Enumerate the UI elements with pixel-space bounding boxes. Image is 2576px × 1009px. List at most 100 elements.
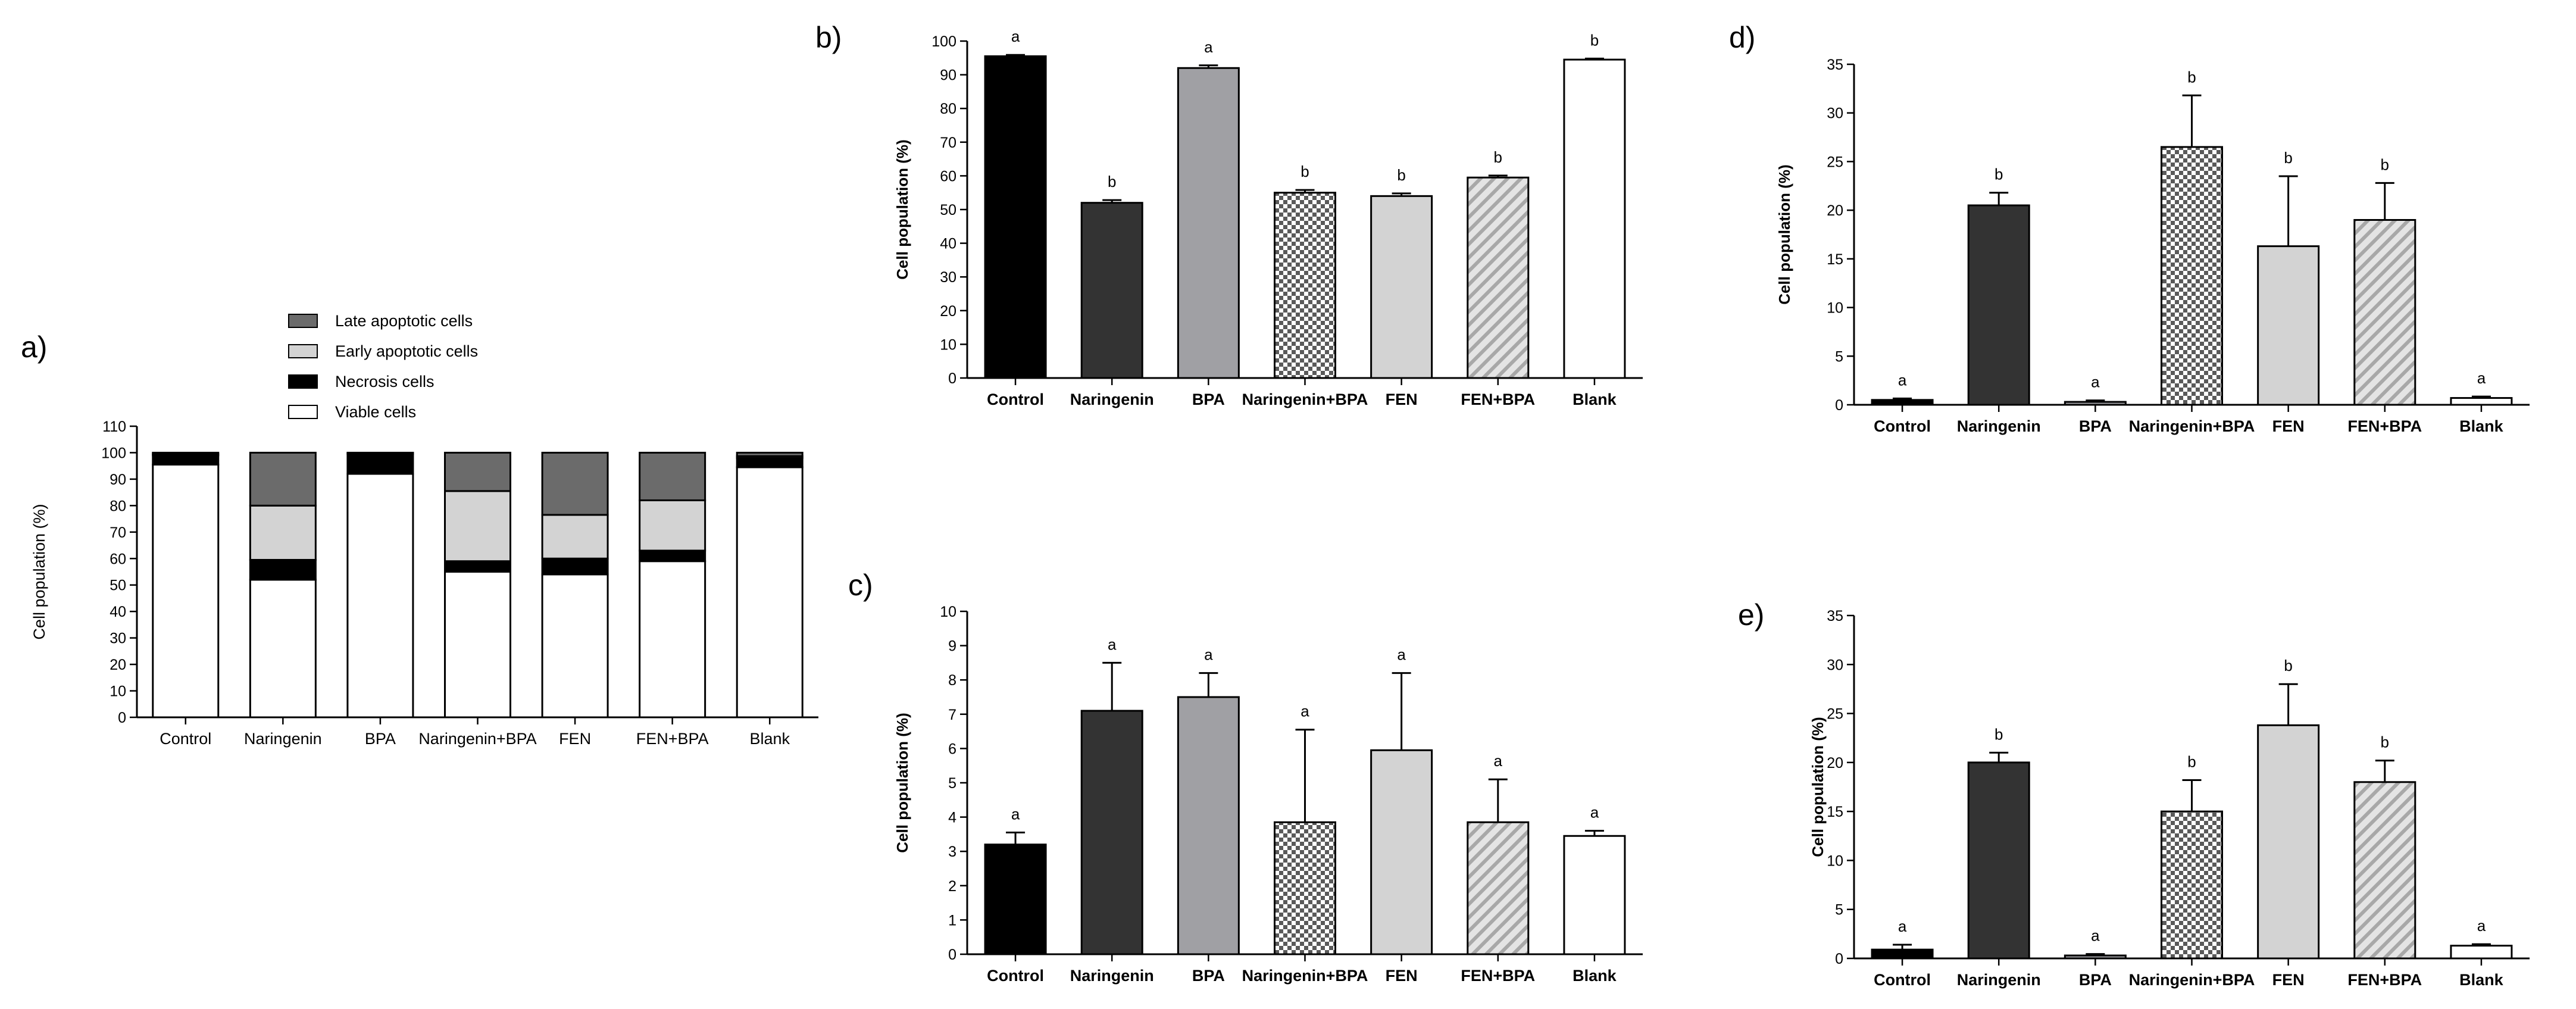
x-tick-label: Naringenin xyxy=(1070,391,1154,408)
y-tick-label: 0 xyxy=(1835,397,1843,414)
bar xyxy=(2257,724,2320,960)
significance-label: b xyxy=(1494,148,1502,166)
panel-label: d) xyxy=(1729,21,1755,54)
bar xyxy=(2161,810,2223,960)
x-tick-label: Naringenin+BPA xyxy=(2129,971,2255,989)
y-axis-label: Cell population (%) xyxy=(30,504,48,639)
significance-label: a xyxy=(1108,635,1117,653)
y-tick-label: 50 xyxy=(940,202,956,218)
x-tick-label: FEN+BPA xyxy=(636,730,709,748)
x-tick-label: FEN xyxy=(559,730,591,748)
y-tick-label: 0 xyxy=(948,946,956,963)
y-tick-label: 7 xyxy=(948,707,956,723)
x-tick-label: Naringenin+BPA xyxy=(1242,391,1368,408)
x-tick-label: FEN xyxy=(2272,417,2305,435)
y-tick-label: 35 xyxy=(1827,608,1843,624)
y-tick-label: 0 xyxy=(1835,951,1843,967)
bar-segment xyxy=(541,451,609,516)
panel-label: c) xyxy=(848,568,873,602)
bar-segment xyxy=(444,451,511,492)
bar xyxy=(1563,835,1626,955)
x-tick-label: Naringenin xyxy=(244,730,322,748)
significance-label: b xyxy=(1994,165,2003,183)
significance-label: b xyxy=(1397,166,1405,184)
y-tick-label: 5 xyxy=(1835,902,1843,919)
panel-c: c) 0 1 2 3 4 5 6 7 8 9 10 Cell population (%) a a a a a a a… xyxy=(848,568,1643,985)
x-tick-label: Control xyxy=(987,391,1044,408)
significance-label: b xyxy=(1590,31,1599,49)
bar-segment xyxy=(639,499,706,552)
significance-label: b xyxy=(2284,657,2292,674)
bar-segment xyxy=(444,571,511,719)
y-tick-label: 90 xyxy=(940,67,956,84)
y-tick-label: 40 xyxy=(110,604,126,620)
significance-label: a xyxy=(1898,371,1907,389)
y-tick-label: 30 xyxy=(1827,105,1843,122)
bar-segment xyxy=(346,453,414,475)
significance-label: b xyxy=(1108,173,1116,190)
significance-label: a xyxy=(2091,373,2100,391)
significance-label: a xyxy=(2477,369,2486,387)
significance-label: b xyxy=(1994,725,2003,743)
y-tick-label: 100 xyxy=(101,445,126,461)
bar xyxy=(984,55,1047,379)
y-tick-label: 30 xyxy=(110,630,126,647)
bar xyxy=(1967,204,2030,406)
y-tick-label: 90 xyxy=(110,471,126,488)
y-tick-label: 60 xyxy=(110,551,126,567)
bar xyxy=(1467,821,1530,955)
y-tick-label: 35 xyxy=(1827,57,1843,73)
bar xyxy=(2353,218,2416,406)
bar-segment xyxy=(152,451,220,455)
bar-segment xyxy=(736,466,804,719)
x-tick-label: FEN+BPA xyxy=(1461,391,1535,408)
bar-segment xyxy=(249,579,317,719)
bar xyxy=(1177,67,1240,379)
x-tick-label: Control xyxy=(987,967,1044,985)
y-axis-label: Cell population (%) xyxy=(893,713,911,852)
bar-segment xyxy=(152,463,220,719)
y-tick-label: 15 xyxy=(1827,251,1843,268)
significance-label: b xyxy=(2284,149,2292,167)
y-tick-label: 1 xyxy=(948,912,956,929)
y-axis-label: Cell population (%) xyxy=(1775,164,1793,304)
y-tick-label: 6 xyxy=(948,741,956,757)
bar-segment xyxy=(736,451,804,457)
y-tick-label: 40 xyxy=(940,236,956,252)
x-tick-label: BPA xyxy=(1192,391,1225,408)
y-tick-label: 9 xyxy=(948,638,956,655)
legend-label: Viable cells xyxy=(335,403,416,421)
y-tick-label: 10 xyxy=(1827,852,1843,869)
y-tick-label: 5 xyxy=(1835,348,1843,365)
panel-label: b) xyxy=(815,21,842,54)
y-tick-label: 70 xyxy=(110,524,126,541)
x-tick-label: FEN+BPA xyxy=(2347,971,2422,989)
x-tick-label: FEN xyxy=(1386,967,1418,985)
significance-label: a xyxy=(1898,917,1907,935)
bar xyxy=(2450,945,2513,960)
bar xyxy=(1080,710,1143,955)
significance-label: a xyxy=(1494,752,1503,770)
panel-a: a) 0 10 20 30 40 50 60 70 80 90 100 110 Cell populati… xyxy=(21,312,818,748)
x-tick-label: Naringenin xyxy=(1957,971,2041,989)
bar-segment xyxy=(736,457,804,468)
y-tick-label: 10 xyxy=(110,683,126,700)
significance-label: a xyxy=(1011,27,1020,45)
y-tick-label: 100 xyxy=(931,33,956,50)
bar xyxy=(984,844,1047,955)
bar-segment xyxy=(249,558,317,581)
bar xyxy=(2257,245,2320,406)
bar-segment xyxy=(152,454,220,466)
panel-label: e) xyxy=(1738,598,1764,632)
y-tick-label: 10 xyxy=(1827,300,1843,317)
bar-segment xyxy=(541,573,609,719)
bar xyxy=(1563,58,1626,379)
x-tick-label: Blank xyxy=(1573,391,1617,408)
bar xyxy=(1370,749,1433,955)
bar-segment xyxy=(346,473,414,719)
y-axis-label: Cell population (%) xyxy=(893,139,911,279)
significance-label: a xyxy=(2477,917,2486,935)
bar xyxy=(2450,397,2513,406)
bar xyxy=(1871,948,1934,960)
